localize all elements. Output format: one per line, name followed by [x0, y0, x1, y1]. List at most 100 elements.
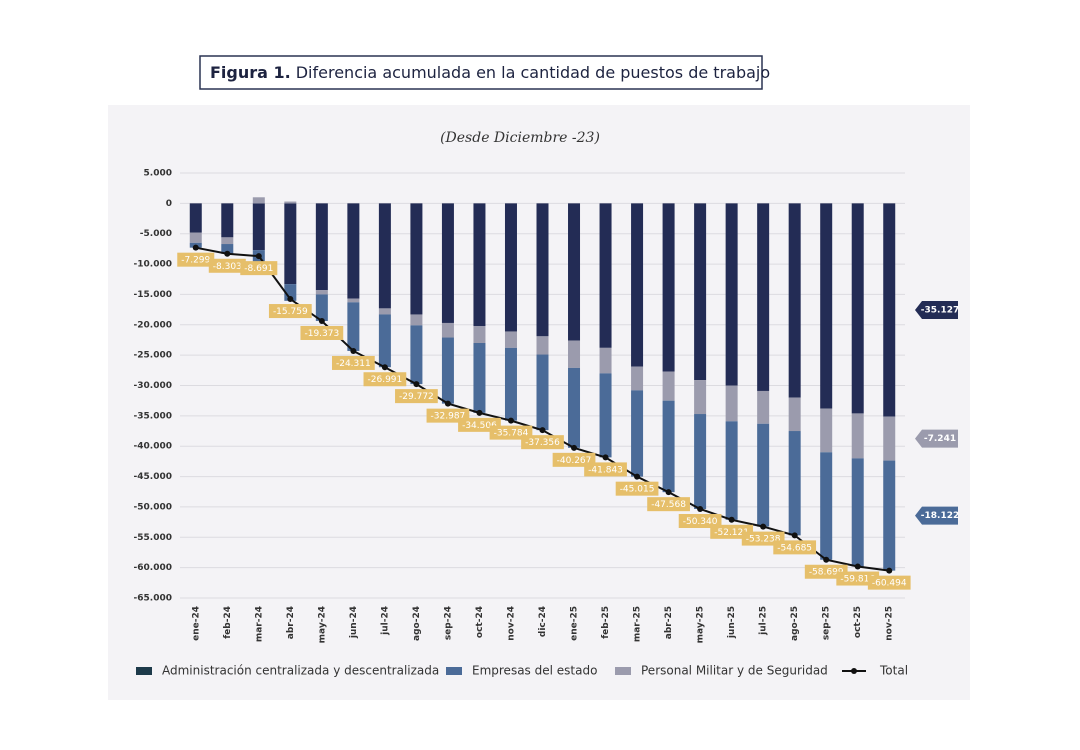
bar-segment: [851, 458, 864, 567]
end-label-tag: [915, 300, 958, 319]
total-marker: [728, 516, 735, 523]
legend-label: Total: [879, 664, 908, 678]
x-tick-label: sep-25: [822, 606, 832, 640]
bar-segment: [252, 203, 265, 251]
value-label: -37.356: [525, 438, 560, 448]
bar-segment: [315, 294, 328, 321]
bar-segment: [788, 397, 801, 432]
x-tick-label: jul-24: [380, 606, 390, 636]
bar-segment: [725, 203, 738, 386]
value-label-box: [208, 258, 246, 273]
x-tick-label: ago-25: [790, 606, 800, 641]
bar-segment: [694, 203, 707, 381]
bar-segment: [473, 343, 486, 413]
bar-segment: [221, 203, 234, 238]
legend-label: Empresas del estado: [472, 664, 597, 678]
x-tick-label: mar-25: [633, 606, 643, 642]
title-box: [199, 55, 763, 90]
x-tick-label: ene-25: [570, 606, 580, 641]
value-label-box: [647, 497, 690, 512]
value-label-box: [240, 261, 278, 276]
value-label: -19.373: [304, 329, 339, 339]
bar-segment: [284, 201, 297, 204]
total-marker: [665, 489, 672, 496]
bar-segment: [568, 367, 581, 448]
y-tick-label: -65.000: [134, 594, 172, 604]
y-tick-label: -25.000: [134, 351, 172, 361]
total-marker: [318, 317, 325, 324]
bar-segment: [725, 385, 738, 422]
value-label: -15.759: [273, 307, 308, 317]
legend-label: Personal Militar y de Seguridad: [641, 664, 828, 678]
total-marker: [539, 427, 546, 434]
y-tick-label: -45.000: [134, 472, 172, 482]
bar-segment: [820, 452, 833, 560]
x-tick-label: feb-24: [223, 606, 233, 639]
total-marker: [476, 409, 483, 416]
total-marker: [571, 444, 578, 451]
value-label: -41.843: [588, 465, 623, 475]
bar-segment: [347, 302, 360, 351]
y-tick-label: -15.000: [134, 290, 172, 300]
total-marker: [381, 364, 388, 371]
title-text: Diferencia acumulada en la cantidad de p…: [296, 63, 770, 82]
total-marker: [854, 563, 861, 570]
bar-segment: [788, 431, 801, 536]
bar-segment: [221, 237, 234, 245]
y-tick-label: -35.000: [134, 411, 172, 421]
value-label: -60.494: [872, 579, 907, 589]
legend-marker: [851, 668, 857, 674]
value-label-box: [268, 304, 312, 319]
value-label: -35.784: [494, 429, 529, 439]
legend-swatch: [615, 667, 631, 675]
total-marker: [287, 296, 294, 303]
value-label: -58.699: [809, 568, 844, 578]
bar-segment: [410, 314, 423, 326]
x-tick-label: abr-24: [286, 606, 296, 639]
total-marker: [444, 400, 451, 407]
value-label: -29.772: [399, 392, 434, 402]
total-marker: [602, 454, 609, 461]
bar-segment: [631, 390, 644, 477]
bar-segment: [851, 203, 864, 414]
bar-segment: [536, 203, 549, 337]
y-tick-label: 0: [166, 199, 172, 209]
total-marker: [224, 250, 231, 257]
value-label-box: [521, 435, 564, 450]
bar-segment: [757, 203, 770, 391]
end-label: -18.122: [921, 511, 959, 521]
legend-label: Administración centralizada y descentral…: [162, 664, 439, 678]
chart-subtitle: (Desde Diciembre -23): [440, 130, 600, 146]
bar-segment: [883, 460, 896, 571]
y-tick-label: -10.000: [134, 260, 172, 270]
y-tick-label: -5.000: [140, 229, 172, 239]
bar-segment: [378, 203, 391, 309]
bar-segment: [694, 380, 707, 415]
value-label-box: [867, 575, 911, 590]
bar-segment: [662, 400, 675, 493]
bar-segment: [631, 203, 644, 367]
bar-segment: [504, 331, 517, 348]
legend-swatch: [446, 667, 462, 675]
bar-segment: [189, 203, 202, 233]
end-label: -35.127: [921, 305, 959, 315]
y-tick-label: -20.000: [134, 320, 172, 330]
value-label: -47.568: [651, 500, 686, 510]
end-label: -7.241: [924, 434, 956, 444]
value-label: -24.311: [336, 359, 371, 369]
value-label-box: [773, 540, 817, 555]
bar-segment: [599, 373, 612, 458]
x-tick-label: feb-25: [601, 606, 611, 639]
x-tick-label: mar-24: [254, 606, 264, 642]
total-marker: [507, 417, 514, 424]
value-label: -50.340: [683, 517, 718, 527]
value-label: -32.987: [431, 412, 466, 422]
bar-segment: [757, 390, 770, 424]
total-marker: [791, 532, 798, 539]
bar-segment: [284, 284, 297, 301]
value-label: -59.816: [840, 575, 875, 585]
x-tick-label: dic-24: [538, 606, 548, 637]
bar-segment: [820, 408, 833, 453]
value-label: -45.015: [620, 485, 655, 495]
